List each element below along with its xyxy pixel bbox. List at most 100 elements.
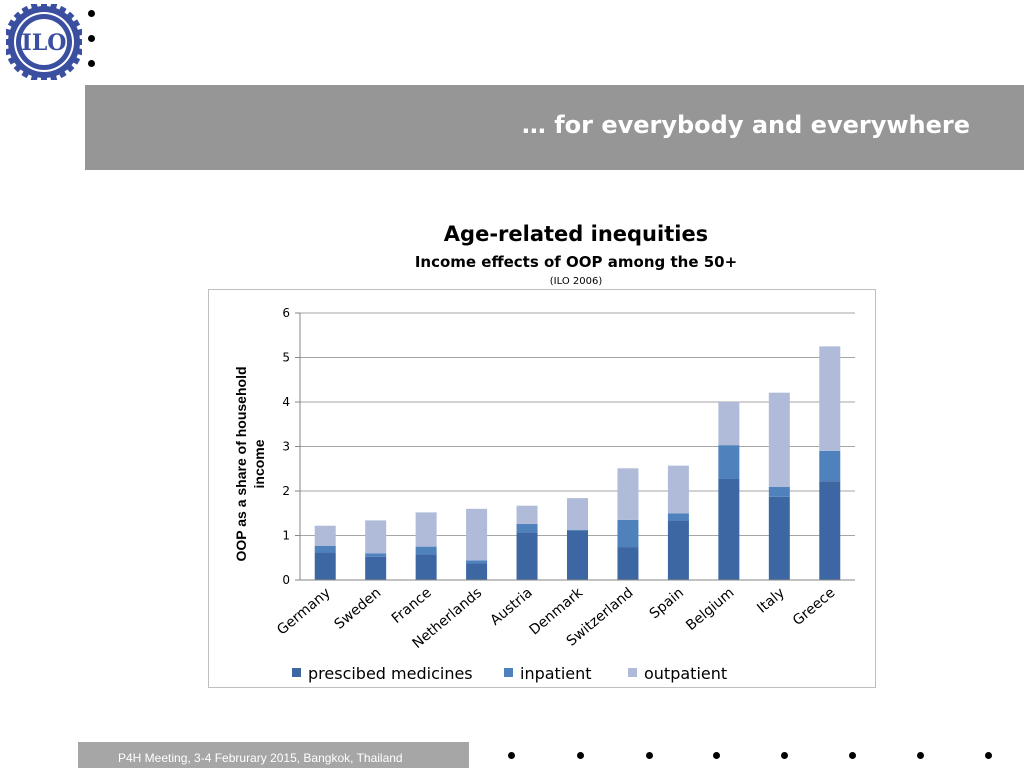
x-tick-label: France [389,585,435,627]
bullet-dot [88,35,95,42]
legend-label: outpatient [644,664,727,683]
x-tick-label: Spain [647,585,687,622]
bullet-dot [781,752,788,759]
bullet-dot [88,10,95,17]
bar-segment [415,512,437,547]
bar-segment [819,346,841,451]
bullet-dot [985,752,992,759]
logo-text: ILO [22,30,67,56]
footer-text: P4H Meeting, 3-4 Februrary 2015, Bangkok… [118,751,403,765]
bar-segment [617,519,639,548]
logo-gear-tooth [71,19,81,28]
logo-gear-tooth [49,74,58,80]
bullet-dot [577,752,584,759]
logo-gear-tooth [6,39,10,45]
bar-segment [466,563,488,580]
legend-swatch [628,668,637,677]
bar-segment [819,450,841,482]
logo-gear-tooth [71,56,81,65]
logo-gear-tooth [6,47,12,56]
x-tick-label: Belgium [683,585,737,634]
bar-segment [365,553,387,557]
bullet-dot [713,752,720,759]
bar-segment [617,547,639,580]
logo-gear-tooth [49,4,58,10]
bar-segment [516,532,538,580]
legend-swatch [292,668,301,677]
bullet-dot [88,60,95,67]
stacked-bar-chart: 0 1 2 3 4 5 6 OOP as a share of household income… [233,306,855,683]
bar-segment [466,560,488,564]
bar-segment [415,554,437,580]
bar-segment [718,445,740,479]
bar-segment [365,520,387,554]
x-tick-label: Austria [487,585,535,629]
y-tick-label: 2 [282,484,290,498]
ilo-logo: ILO [6,4,82,80]
chart-subtitle: Income effects of OOP among the 50+ [414,253,738,271]
bar-segment [718,402,740,446]
bar-segment [768,486,790,497]
bullet-dot [917,752,924,759]
logo-gear-tooth [7,56,17,65]
bar-segment [667,520,689,580]
bar-segment [314,552,336,580]
x-tick-label: Greece [790,585,838,629]
bar-segment [667,465,689,514]
x-tick-label: Italy [754,585,788,617]
logo-gear-tooth [78,39,82,45]
bar-segment [567,498,588,530]
header-bullets [88,10,95,85]
legend-label: prescibed medicines [308,664,473,683]
bar-segment [365,556,387,580]
footer-bullets [0,752,1024,766]
logo-gear-tooth [58,5,67,15]
logo-gear-tooth [21,5,30,15]
y-tick-label: 6 [282,306,290,320]
bar-segment [314,545,336,553]
bar-segment [567,529,588,531]
y-tick-label: 5 [282,351,290,365]
logo-gear-tooth [76,47,82,56]
chart-frame [208,289,876,688]
bar-segment [567,530,588,580]
logo-gear-tooth [41,4,47,8]
bar-segment [718,478,740,580]
logo-gear-tooth [6,28,12,37]
bar-segment [667,513,689,521]
y-tick-label: 0 [282,573,290,587]
bar-segment [415,546,437,555]
chart-source: (ILO 2006) [549,276,603,287]
y-tick-label: 1 [282,529,290,543]
banner-title: … for everybody and everywhere [521,111,970,139]
y-tick-label: 3 [282,440,290,454]
logo-gear-tooth [21,69,30,79]
logo-gear-tooth [7,19,17,28]
x-tick-label: Germany [274,585,334,639]
header-banner: … for everybody and everywhere [85,85,1024,170]
logo-gear-tooth [30,4,39,10]
logo-gear-tooth [58,69,67,79]
legend-label: inpatient [520,664,592,683]
logo-gear-tooth [30,74,39,80]
x-tick-label: Sweden [332,585,385,633]
bar-segment [516,523,538,533]
bar-segment [768,392,790,487]
logo-gear-tooth [65,63,75,73]
bullet-dot [508,752,515,759]
y-tick-label: 4 [282,395,290,409]
footer-bar: P4H Meeting, 3-4 Februrary 2015, Bangkok… [78,742,469,768]
bar-segment [314,525,336,546]
bar-segment [819,481,841,580]
bar-segment [617,468,639,520]
logo-gear-tooth [76,28,82,37]
bar-segment [516,505,538,524]
bar-segment [466,508,488,561]
logo-gear-tooth [41,76,47,80]
y-axis-label: OOP as a share of household income [233,366,267,561]
chart-title: Age-related inequities [443,222,709,246]
bar-segment [768,496,790,580]
bullet-dot [646,752,653,759]
bullet-dot [849,752,856,759]
legend-swatch [504,668,513,677]
